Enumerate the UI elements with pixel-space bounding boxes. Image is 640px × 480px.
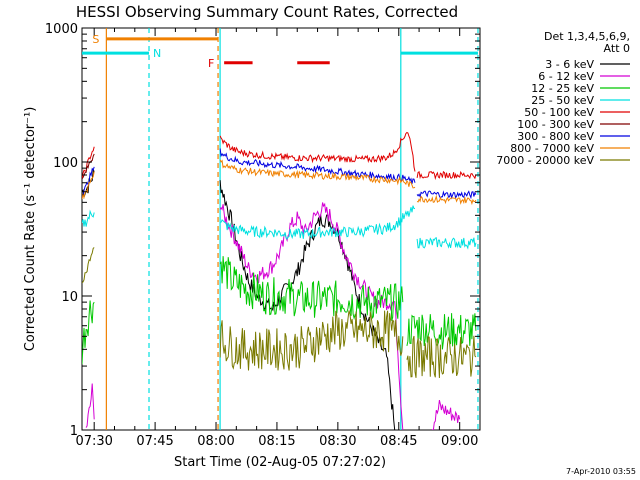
series-line bbox=[82, 209, 95, 227]
chart-title: HESSI Observing Summary Count Rates, Cor… bbox=[76, 3, 458, 21]
series-line bbox=[406, 313, 477, 350]
series-line bbox=[82, 171, 95, 200]
legend-entry-label: 12 - 25 keV bbox=[531, 82, 594, 95]
series-line bbox=[416, 190, 477, 200]
legend-entry-label: 3 - 6 keV bbox=[545, 58, 594, 71]
y-tick-label: 1000 bbox=[45, 22, 78, 37]
x-tick-label: 08:15 bbox=[258, 434, 295, 449]
series-line bbox=[416, 170, 477, 181]
legend-header-line-1: Det 1,3,4,5,6,9, bbox=[544, 30, 630, 43]
plot-frame bbox=[81, 27, 481, 431]
y-tick-label: 1 bbox=[70, 424, 78, 439]
legend-entry-label: 25 - 50 keV bbox=[531, 94, 594, 107]
legend-entry-label: 300 - 800 keV bbox=[517, 130, 594, 143]
series-line bbox=[219, 148, 416, 184]
x-tick-label: 08:30 bbox=[319, 434, 356, 449]
series-line bbox=[219, 180, 396, 430]
x-tick-label: 07:30 bbox=[75, 434, 112, 449]
legend-header-line-2: Att 0 bbox=[604, 42, 630, 55]
x-tick-label: 08:00 bbox=[197, 434, 234, 449]
series-line bbox=[82, 300, 95, 365]
series-line bbox=[219, 310, 404, 371]
series-line bbox=[431, 399, 461, 430]
x-tick-label: 09:00 bbox=[441, 434, 478, 449]
x-tick-label: 07:45 bbox=[136, 434, 173, 449]
legend-entry-label: 50 - 100 keV bbox=[524, 106, 594, 119]
y-tick-label: 10 bbox=[61, 290, 78, 305]
series-line bbox=[416, 194, 477, 206]
series-line bbox=[406, 335, 477, 379]
series-line bbox=[219, 256, 404, 321]
footer-timestamp: 7-Apr-2010 03:55 bbox=[566, 467, 636, 476]
y-axis-label: Corrected Count Rate (s⁻¹ detector⁻¹) bbox=[23, 107, 38, 352]
saa-label: S bbox=[92, 33, 99, 46]
legend-entry-label: 100 - 300 keV bbox=[517, 118, 594, 131]
series-line bbox=[416, 237, 477, 250]
legend-entry-label: 7000 - 20000 keV bbox=[496, 154, 594, 167]
series-line bbox=[85, 383, 95, 428]
legend-entry-label: 800 - 7000 keV bbox=[510, 142, 594, 155]
flare-label: F bbox=[208, 57, 214, 70]
x-tick-label: 08:45 bbox=[380, 434, 417, 449]
series-line bbox=[219, 131, 416, 172]
series-line bbox=[219, 202, 404, 430]
y-tick-label: 100 bbox=[53, 156, 78, 171]
series-line bbox=[82, 146, 95, 179]
series-line bbox=[220, 205, 416, 240]
legend-entry-label: 6 - 12 keV bbox=[538, 70, 594, 83]
x-axis-label: Start Time (02-Aug-05 07:27:02) bbox=[174, 455, 386, 470]
series-line bbox=[82, 247, 95, 284]
night-label: N bbox=[153, 47, 161, 60]
series-line bbox=[219, 159, 416, 189]
